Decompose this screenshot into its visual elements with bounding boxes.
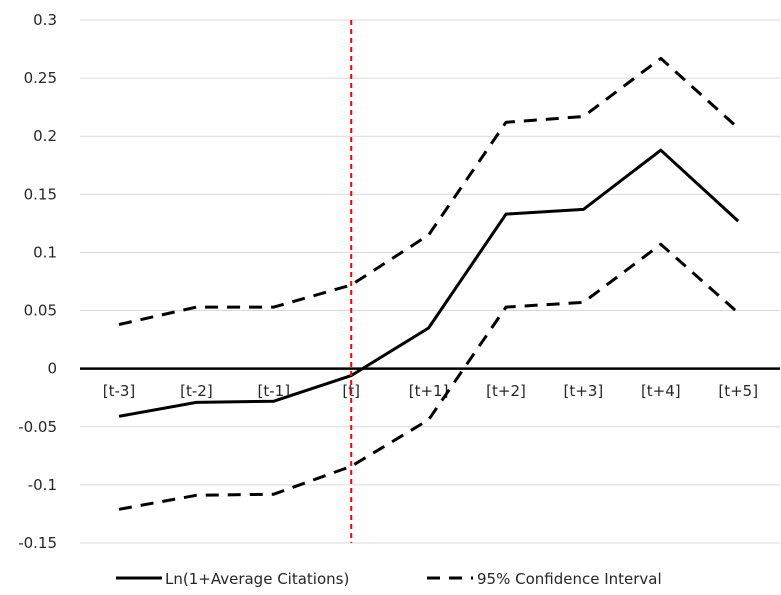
x-tick-label: [t+3] — [564, 382, 604, 400]
legend: Ln(1+Average Citations) 95% Confidence In… — [116, 570, 662, 588]
y-tick-label: 0.1 — [33, 243, 57, 261]
x-tick-label: [t+5] — [718, 382, 758, 400]
y-tick-label: 0.2 — [33, 127, 57, 145]
x-tick-label: [t-3] — [103, 382, 136, 400]
y-tick-label: -0.05 — [18, 418, 57, 436]
x-tick-label: [t+4] — [641, 382, 681, 400]
y-tick-label: -0.15 — [18, 534, 57, 552]
x-tick-label: [t-1] — [258, 382, 291, 400]
confidence-interval-line — [118, 242, 740, 511]
y-tick-label: 0.3 — [33, 11, 57, 29]
y-tick-label: 0.15 — [24, 185, 57, 203]
y-tick-label: 0.25 — [24, 69, 57, 87]
y-axis-tick-labels: 0.3 0.25 0.2 0.15 0.1 0.05 0 -0.05 -0.1 -0.15 — [18, 11, 57, 552]
x-axis-tick-labels: [t-3] [t-2] [t-1] [t] [t+1] [t+2] [t+3] [t+4] [t… — [103, 382, 758, 400]
legend-label: 95% Confidence Interval — [477, 570, 662, 588]
x-tick-label: [t-2] — [180, 382, 213, 400]
x-tick-label: [t+2] — [486, 382, 526, 400]
confidence-interval-line — [118, 56, 740, 326]
citations-line — [118, 148, 740, 418]
series-lines — [118, 56, 740, 511]
y-tick-label: 0 — [47, 360, 57, 378]
gridlines — [80, 19, 780, 544]
y-tick-label: -0.1 — [28, 476, 57, 494]
legend-label: Ln(1+Average Citations) — [165, 570, 349, 588]
y-tick-label: 0.05 — [24, 302, 57, 320]
x-tick-label: [t+1] — [409, 382, 449, 400]
